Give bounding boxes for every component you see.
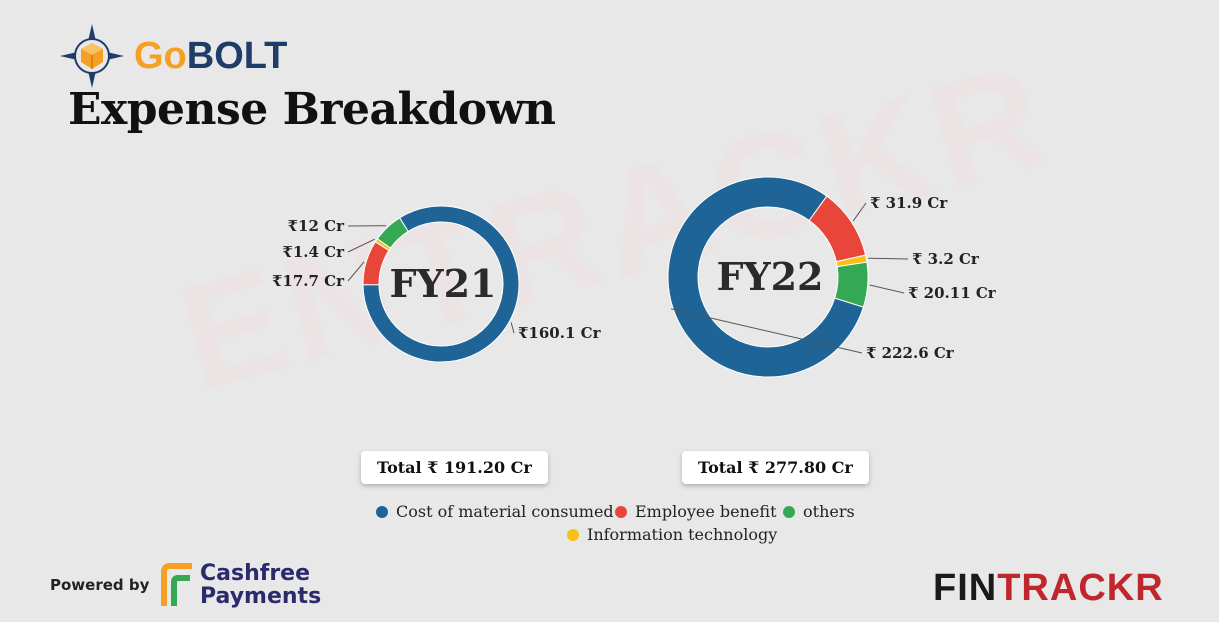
gobolt-logo: GoBOLT: [58, 22, 287, 90]
legend-item-others: others: [783, 502, 855, 521]
legend-dot: [567, 528, 579, 541]
donut-charts: FY21 ₹160.1 Cr ₹17.7 Cr ₹1.4 Cr ₹12 Cr FY22 ₹ …: [272, 176, 997, 378]
fintrackr-logo: FINTRACKR: [933, 567, 1164, 610]
slice-cost-of-material-consumed: [362, 205, 520, 363]
data-label: ₹ 31.9 Cr: [870, 194, 948, 212]
legend-item-information-technology: Information technology: [567, 525, 777, 544]
leader-line: [347, 261, 365, 282]
leader-line: [852, 202, 867, 222]
fintrackr-text-fin: FIN: [933, 567, 998, 609]
chart-center-title: FY21: [390, 261, 497, 306]
leader-line: [869, 284, 905, 294]
total-fy21: Total ₹ 191.20 Cr: [361, 451, 548, 484]
legend-dot: [783, 505, 795, 518]
legend-dot: [376, 505, 388, 518]
data-label: ₹ 20.11 Cr: [908, 284, 997, 302]
data-label: ₹1.4 Cr: [282, 243, 345, 261]
legend-dot: [615, 505, 627, 518]
data-label: ₹ 3.2 Cr: [912, 250, 980, 268]
data-label: ₹17.7 Cr: [272, 272, 345, 290]
data-label: ₹12 Cr: [288, 217, 345, 235]
legend-label: Cost of material consumed: [396, 502, 614, 521]
leader-line: [510, 322, 515, 334]
slice-cost-of-material-consumed: [667, 176, 864, 378]
donut-fy22: FY22 ₹ 222.6 Cr ₹ 31.9 Cr ₹ 3.2 Cr ₹ 20.11 C…: [667, 176, 997, 378]
legend-label: Employee benefit: [635, 502, 777, 521]
powered-by-label: Powered by: [50, 576, 150, 594]
page-title: Expense Breakdown: [68, 84, 556, 135]
legend-item-cost-of-material: Cost of material consumed: [376, 502, 614, 521]
leader-line: [868, 257, 909, 260]
donut-fy21: FY21 ₹160.1 Cr ₹17.7 Cr ₹1.4 Cr ₹12 Cr: [272, 205, 602, 363]
compass-icon: [60, 24, 124, 88]
cashfree-logo: Cashfree Payments: [160, 562, 321, 608]
legend-label: others: [803, 502, 855, 521]
fintrackr-text-trackr: TRACKR: [997, 567, 1164, 609]
logo-text-bolt: BOLT: [186, 34, 288, 77]
total-fy22: Total ₹ 277.80 Cr: [682, 451, 869, 484]
leader-line: [347, 238, 375, 253]
chart-center-title: FY22: [717, 254, 824, 299]
cashfree-line2: Payments: [200, 584, 322, 609]
legend-item-employee-benefit: Employee benefit: [615, 502, 777, 521]
logo-text-go: Go: [134, 34, 187, 77]
cashfree-icon: [161, 563, 192, 606]
legend-label: Information technology: [587, 525, 778, 544]
leader-line: [671, 308, 863, 354]
slice-others: [376, 217, 409, 249]
cashfree-line1: Cashfree: [200, 561, 311, 586]
data-label: ₹ 222.6 Cr: [866, 344, 955, 362]
data-label: ₹160.1 Cr: [518, 324, 602, 342]
